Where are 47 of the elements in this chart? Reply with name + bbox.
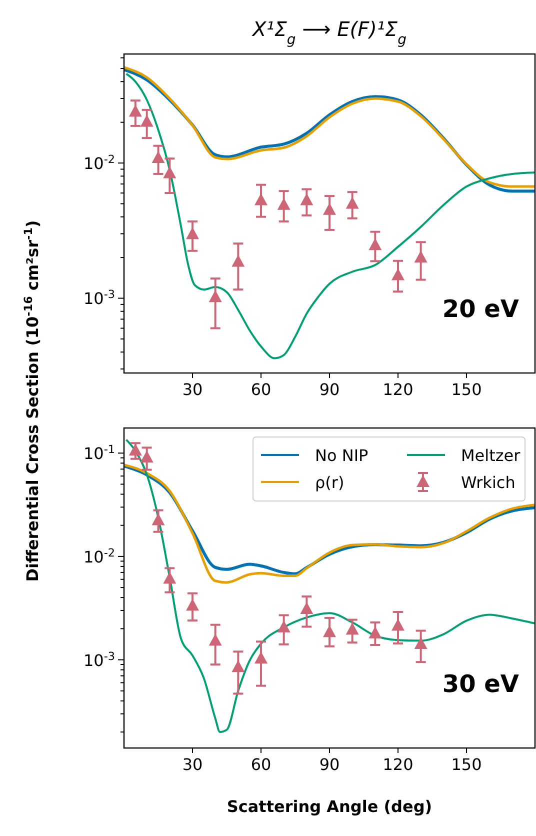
y-tick-label: 10$^{-1}$: [83, 442, 115, 464]
line-series: [125, 438, 536, 733]
x-axis-title: Scattering Angle (deg): [226, 797, 432, 816]
point: [128, 104, 142, 117]
point: [277, 198, 290, 210]
legend-label: Wrkich: [461, 473, 516, 492]
x-tick-label: 60: [250, 755, 272, 774]
x-tick-label: 90: [319, 755, 340, 774]
point: [346, 196, 359, 209]
y-tick-label: 10$^{-2}$: [83, 546, 115, 566]
point: [232, 660, 245, 672]
y-tick-label: 10$^{-3}$: [83, 288, 115, 308]
point: [163, 166, 176, 178]
legend-label: No NIP: [315, 446, 369, 465]
x-tick-label: 150: [451, 380, 482, 399]
point: [140, 114, 154, 127]
point: [232, 254, 245, 267]
x-tick-label: 90: [319, 380, 340, 399]
annotation: 30 eV: [442, 670, 520, 698]
point: [152, 150, 165, 163]
point: [163, 572, 176, 584]
x-tick-label: 120: [382, 755, 414, 774]
x-tick-label: 150: [451, 755, 482, 774]
point: [208, 290, 222, 302]
line-series: [125, 72, 536, 360]
legend-label: Meltzer: [461, 446, 521, 465]
point: [368, 238, 382, 250]
point: [414, 637, 428, 650]
point: [277, 620, 290, 632]
y-tick-label: 10$^{-2}$: [83, 152, 115, 174]
point: [152, 513, 165, 526]
point: [140, 450, 154, 462]
point: [208, 634, 222, 646]
point: [128, 444, 142, 456]
point: [300, 193, 314, 206]
y-tick-label: 10$^{-3}$: [83, 649, 115, 670]
point: [346, 622, 359, 635]
point: [368, 626, 382, 638]
chart-title: X¹Σ$_{g}$ ⟶ E(F)¹Σ$_{g}$: [252, 17, 407, 48]
x-tick-label: 120: [382, 380, 414, 399]
annotation: 20 eV: [442, 295, 520, 323]
point: [300, 602, 314, 614]
x-tick-label: 30: [182, 380, 203, 399]
point: [414, 250, 428, 263]
x-tick-label: 30: [182, 755, 203, 774]
x-tick-label: 60: [250, 380, 272, 399]
legend-label: ρ(r): [315, 473, 344, 492]
